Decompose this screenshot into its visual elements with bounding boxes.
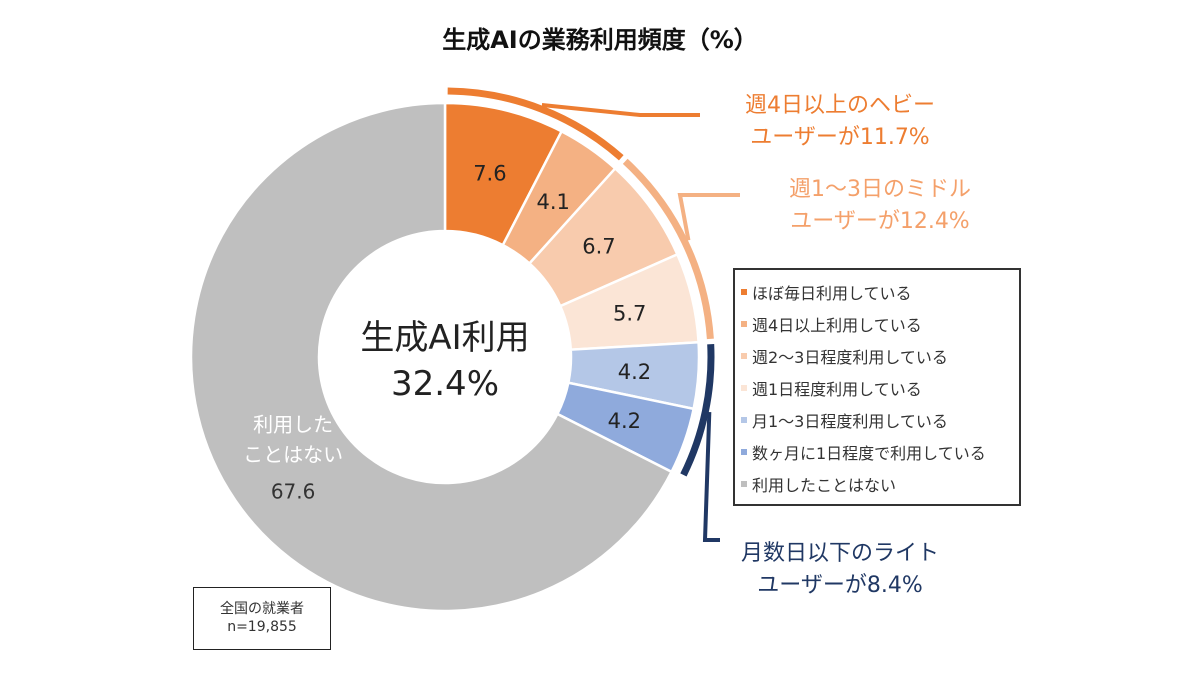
legend-item: 数ヶ月に1日程度で利用している <box>741 436 1019 468</box>
center-label-title: 生成AI利用 <box>360 318 529 358</box>
legend-swatch <box>741 353 747 359</box>
legend-swatch <box>741 385 747 391</box>
legend-label: 週1日程度利用している <box>752 380 922 399</box>
group-label-line1: 週4日以上のヘビー <box>745 93 935 118</box>
group-leader-2 <box>702 412 720 542</box>
legend-label: 数ヶ月に1日程度で利用している <box>752 444 986 463</box>
group-bracket-1 <box>622 158 714 340</box>
slice-6 <box>189 101 674 613</box>
legend-item: 週4日以上利用している <box>741 308 1019 340</box>
legend-item: 月1～3日程度利用している <box>741 404 1019 436</box>
legend-swatch <box>741 417 747 423</box>
legend-label: 月1～3日程度利用している <box>752 412 948 431</box>
group-label-line2: ユーザーが12.4% <box>790 209 969 234</box>
slice-label: 5.7 <box>613 301 646 325</box>
note-population: 全国の就業者 <box>220 601 304 617</box>
slice-label: 67.6 <box>271 479 316 503</box>
group-leader-0 <box>541 103 700 117</box>
legend-swatch <box>741 449 747 455</box>
legend-swatch <box>741 289 747 295</box>
legend-item: 利用したことはない <box>741 468 1019 500</box>
slice-label: 4.2 <box>608 409 641 433</box>
slice-label: 4.2 <box>618 360 651 384</box>
group-label-line2: ユーザーが8.4% <box>757 573 922 598</box>
group-bracket-0 <box>447 87 624 161</box>
slice-label: 7.6 <box>473 161 506 185</box>
legend-item: 週2～3日程度利用している <box>741 340 1019 372</box>
legend: ほぼ毎日利用している 週4日以上利用している週2～3日程度利用している 週1日程度利… <box>733 268 1021 506</box>
slice-label: 4.1 <box>536 190 569 214</box>
slice-label-prefix: ことはない <box>243 442 343 466</box>
group-label-line1: 月数日以下のライト <box>741 541 939 566</box>
sample-note: 全国の就業者 n=19,855 <box>193 587 331 650</box>
legend-item: ほぼ毎日利用している <box>741 276 1019 308</box>
chart-title: 生成AIの業務利用頻度（%） <box>442 26 758 54</box>
group-label-line2: ユーザーが11.7% <box>750 125 929 150</box>
note-sample-size: n=19,855 <box>227 619 297 635</box>
legend-label: 週2～3日程度利用している <box>752 348 948 367</box>
legend-label: 利用したことはない <box>752 476 897 495</box>
legend-label: ほぼ毎日利用している <box>752 284 912 303</box>
slice-label: 6.7 <box>582 235 615 259</box>
legend-swatch <box>741 481 747 487</box>
legend-label: 週4日以上利用している <box>752 316 922 335</box>
legend-item: 週1日程度利用している <box>741 372 1019 404</box>
slice-label-prefix: 利用した <box>253 412 333 436</box>
group-label-line1: 週1～3日のミドル <box>789 177 971 202</box>
group-leader-1 <box>677 193 740 241</box>
legend-swatch <box>741 321 747 327</box>
center-label-value: 32.4% <box>391 364 499 404</box>
group-bracket-2 <box>680 344 715 477</box>
